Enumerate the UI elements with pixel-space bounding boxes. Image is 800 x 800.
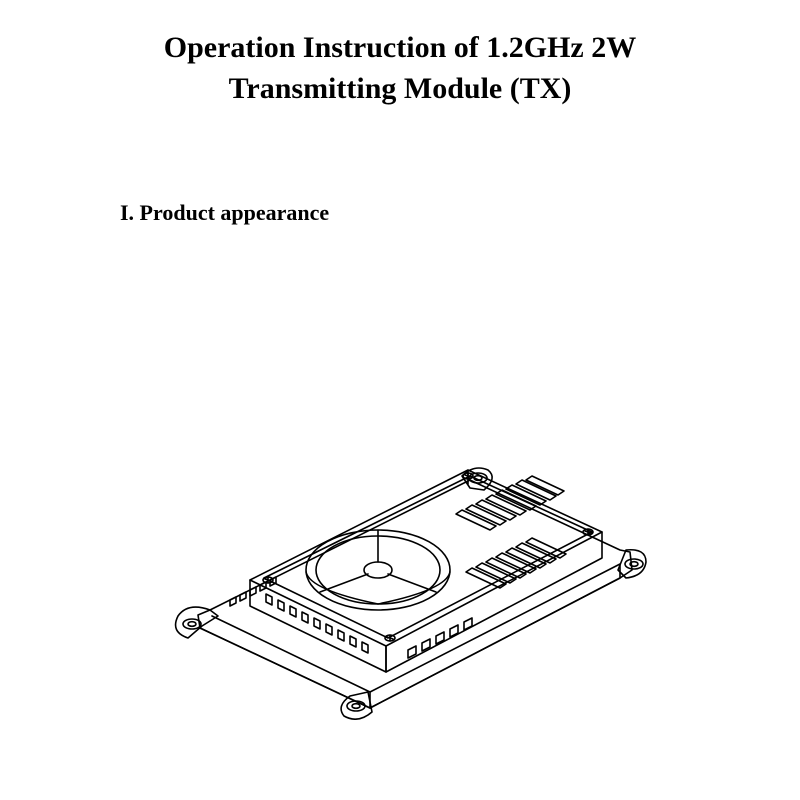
document-title: Operation Instruction of 1.2GHz 2W Trans…	[0, 0, 800, 109]
title-line-1: Operation Instruction of 1.2GHz 2W	[0, 28, 800, 69]
product-diagram	[140, 380, 660, 720]
section-heading: I. Product appearance	[120, 200, 329, 226]
module-line-drawing-icon	[140, 380, 660, 720]
title-line-2: Transmitting Module (TX)	[0, 69, 800, 110]
